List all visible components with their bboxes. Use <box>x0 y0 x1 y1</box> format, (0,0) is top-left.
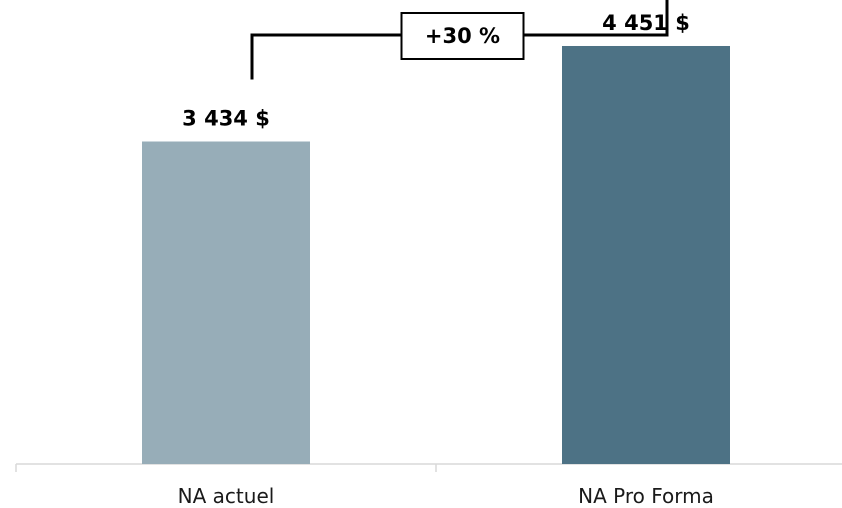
category-label-na-actuel: NA actuel <box>178 484 275 508</box>
data-label-na-actuel: 3 434 $ <box>182 107 270 131</box>
bar-na-actuel <box>142 141 310 464</box>
category-label-na-pro-forma: NA Pro Forma <box>578 484 714 508</box>
data-label-na-pro-forma: 4 451 $ <box>602 11 690 35</box>
bar-na-pro-forma <box>562 45 730 464</box>
change-annotation-label: +30 % <box>425 24 500 48</box>
change-annotation-box <box>400 12 525 60</box>
